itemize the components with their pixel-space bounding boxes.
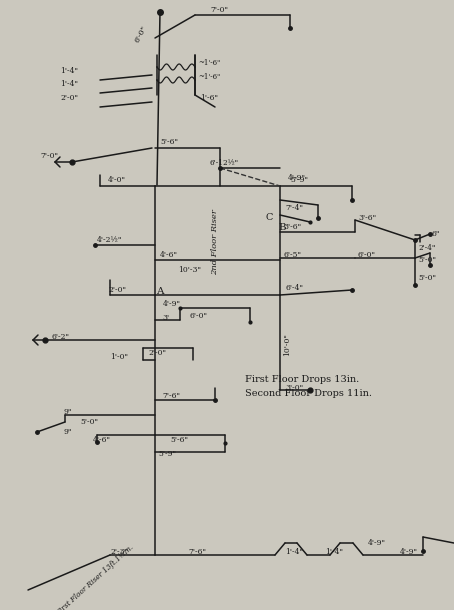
Text: 1'-4": 1'-4" [60, 67, 78, 75]
Text: 5'-6": 5'-6" [160, 138, 178, 146]
Text: First Floor Riser 13ft.1½in.: First Floor Riser 13ft.1½in. [55, 543, 135, 610]
Text: C: C [265, 214, 272, 223]
Text: 5'-0": 5'-0" [80, 418, 98, 426]
Text: 10'-0": 10'-0" [283, 334, 291, 356]
Text: 1'-6": 1'-6" [200, 94, 218, 102]
Text: 4'-0": 4'-0" [108, 176, 126, 184]
Text: 5'-0": 5'-0" [418, 256, 436, 264]
Text: 6'-5": 6'-5" [283, 251, 301, 259]
Text: 9": 9" [63, 408, 71, 416]
Text: 2nd Floor Riser: 2nd Floor Riser [211, 209, 219, 275]
Text: 10'-3": 10'-3" [178, 266, 201, 274]
Text: 5'-0": 5'-0" [418, 274, 436, 282]
Text: 4'-9": 4'-9" [368, 539, 386, 547]
Text: 7'-0": 7'-0" [210, 6, 228, 14]
Text: Second Floor Drops 11in.: Second Floor Drops 11in. [245, 390, 372, 398]
Text: 1'-4": 1'-4" [285, 548, 303, 556]
Text: 6'-0": 6'-0" [358, 251, 376, 259]
Text: 2'-4": 2'-4" [418, 244, 435, 252]
Text: 6": 6" [432, 230, 440, 238]
Text: 6'-12½": 6'-12½" [210, 159, 239, 167]
Text: 2'-0": 2'-0" [60, 94, 78, 102]
Text: 6'-4": 6'-4" [285, 284, 303, 292]
Text: 3'-0": 3'-0" [285, 384, 303, 392]
Text: 2'-3": 2'-3" [110, 548, 128, 556]
Text: 9": 9" [63, 428, 71, 436]
Text: 7'-6": 7'-6" [162, 392, 180, 400]
Text: 5'-6": 5'-6" [170, 436, 188, 444]
Text: 1'-4": 1'-4" [325, 548, 343, 556]
Text: 5'-9": 5'-9" [158, 450, 176, 458]
Text: ~1'-6": ~1'-6" [198, 59, 220, 67]
Text: 1'-4": 1'-4" [60, 80, 78, 88]
Text: 6'-2": 6'-2" [52, 333, 70, 341]
Text: 4'-9": 4'-9" [288, 174, 306, 182]
Text: 2'-0": 2'-0" [148, 349, 166, 357]
Text: 4'-9": 4'-9" [163, 300, 181, 308]
Text: A: A [156, 287, 163, 296]
Text: 3'-6": 3'-6" [283, 223, 301, 231]
Text: 7'-0": 7'-0" [40, 152, 58, 160]
Text: 7'-6": 7'-6" [188, 548, 206, 556]
Text: 4'-6": 4'-6" [160, 251, 178, 259]
Text: B: B [278, 223, 286, 232]
Text: 4'-9": 4'-9" [400, 548, 418, 556]
Text: 6'-0": 6'-0" [133, 24, 148, 44]
Text: 3'-6": 3'-6" [358, 214, 376, 222]
Text: 4'-6": 4'-6" [93, 436, 111, 444]
Text: 4'-2½": 4'-2½" [97, 236, 123, 244]
Text: 1'-0": 1'-0" [110, 353, 128, 361]
Text: 2'-0": 2'-0" [108, 286, 126, 294]
Text: 6'-0": 6'-0" [190, 312, 208, 320]
Text: 5'-9": 5'-9" [290, 176, 308, 184]
Text: First Floor Drops 13in.: First Floor Drops 13in. [245, 376, 359, 384]
Text: 3': 3' [162, 314, 169, 322]
Text: ~1'-6": ~1'-6" [198, 73, 220, 81]
Text: 7'-4": 7'-4" [285, 204, 303, 212]
